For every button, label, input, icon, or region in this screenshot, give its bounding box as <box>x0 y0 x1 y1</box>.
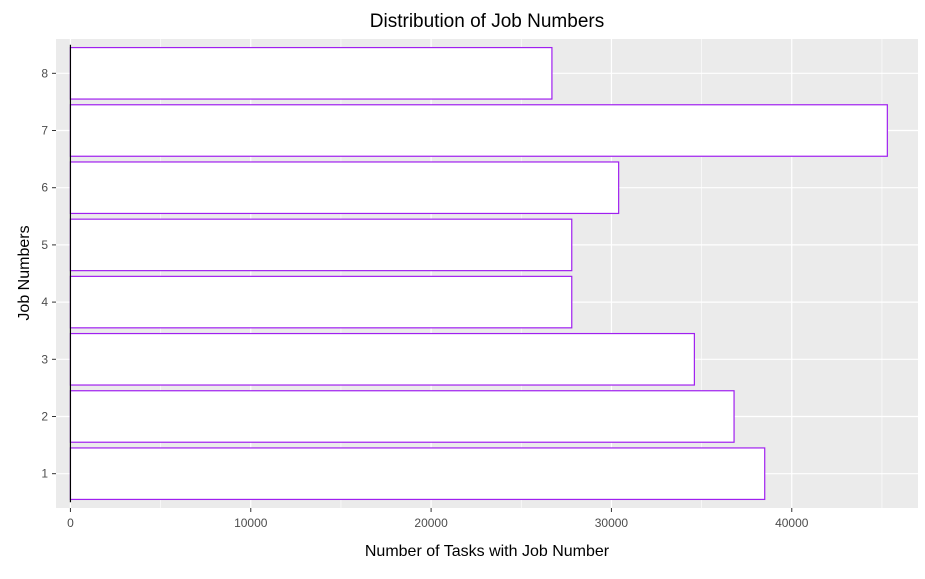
x-axis-title: Number of Tasks with Job Number <box>365 543 610 560</box>
chart-title: Distribution of Job Numbers <box>370 11 604 32</box>
bar-job-7 <box>69 104 888 157</box>
y-tick-label: 4 <box>41 295 48 309</box>
bar-job-1 <box>69 447 766 501</box>
x-tick-label: 0 <box>67 516 74 530</box>
bar-job-4 <box>69 275 573 329</box>
bar-job-3 <box>69 332 695 386</box>
bars <box>69 46 888 501</box>
bar-job-2 <box>69 390 735 443</box>
x-tick-label: 30000 <box>595 516 629 530</box>
bar-job-5 <box>69 218 573 272</box>
x-tick-label: 20000 <box>414 516 448 530</box>
y-tick-label: 1 <box>41 467 48 481</box>
y-tick-label: 5 <box>41 238 48 252</box>
y-axis-title: Job Numbers <box>16 225 33 320</box>
x-axis-ticks: 0 10000 20000 30000 40000 <box>67 508 809 530</box>
y-tick-label: 3 <box>41 352 48 366</box>
y-tick-label: 7 <box>41 124 48 138</box>
y-tick-label: 6 <box>41 181 48 195</box>
y-axis-ticks: 1 2 3 4 5 6 7 8 <box>41 66 56 481</box>
x-tick-label: 40000 <box>775 516 809 530</box>
bar-job-8 <box>69 46 553 100</box>
y-tick-label: 8 <box>41 66 48 80</box>
x-tick-label: 10000 <box>234 516 268 530</box>
bar-job-6 <box>69 161 620 215</box>
y-tick-label: 2 <box>41 409 48 423</box>
